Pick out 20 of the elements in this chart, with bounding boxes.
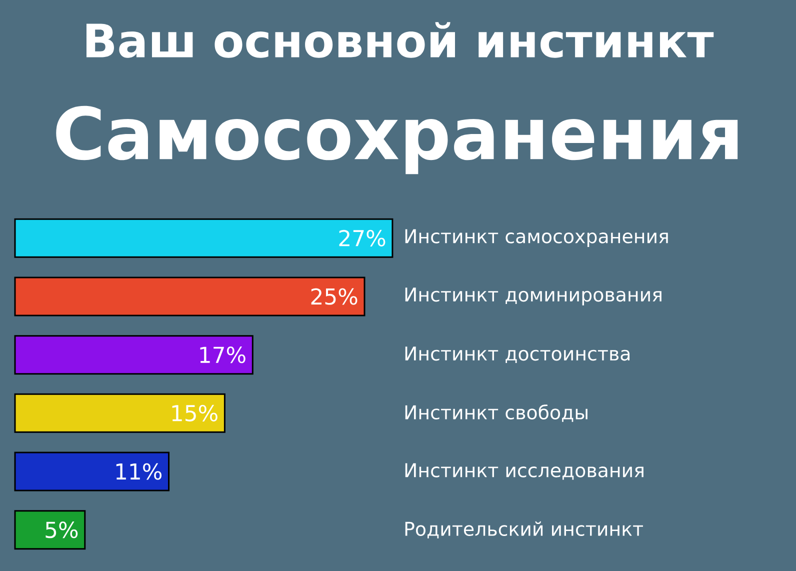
data-label: 27% xyxy=(339,230,386,246)
data-label: 17% xyxy=(200,346,246,364)
y-tick-label: Инстинкт свободы xyxy=(405,404,588,422)
y-tick-label: Инстинкт исследования xyxy=(405,463,644,480)
y-tick-label: Инстинкт самосохранения xyxy=(405,229,668,248)
data-label: 5% xyxy=(46,522,78,538)
y-tick-label: Инстинкт достоинства xyxy=(405,346,630,364)
data-label: 25% xyxy=(311,288,358,305)
bar xyxy=(14,510,86,550)
chart-subtitle: Самосохранения xyxy=(56,106,738,174)
bar xyxy=(14,276,366,316)
bar xyxy=(14,452,170,492)
bar xyxy=(14,335,254,375)
chart-title: Ваш основной инстинкт xyxy=(86,22,714,58)
data-label: 11% xyxy=(116,463,162,480)
bar xyxy=(14,218,394,258)
y-tick-label: Родительский инстинкт xyxy=(405,521,643,538)
bar xyxy=(14,393,226,433)
data-label: 15% xyxy=(172,404,218,422)
y-tick-label: Инстинкт доминирования xyxy=(405,288,662,306)
